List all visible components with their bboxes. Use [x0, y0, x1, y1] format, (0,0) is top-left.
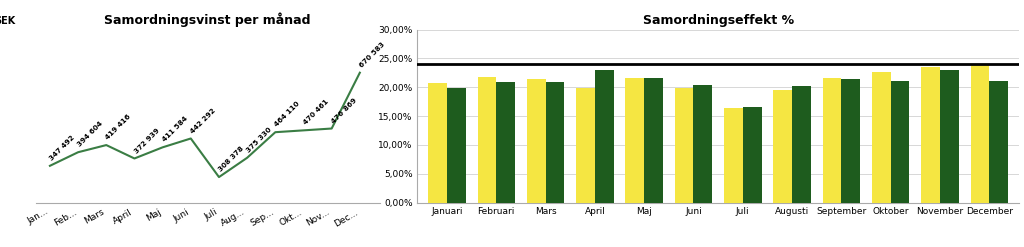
- Bar: [595, 70, 613, 203]
- Bar: [940, 70, 958, 203]
- Title: Samordningseffekt %: Samordningseffekt %: [643, 14, 794, 27]
- Bar: [773, 90, 793, 203]
- Bar: [922, 67, 940, 203]
- Text: SEK: SEK: [0, 16, 15, 26]
- Bar: [446, 88, 466, 203]
- Bar: [477, 77, 497, 203]
- Bar: [971, 65, 989, 203]
- Text: 308 378: 308 378: [217, 145, 245, 173]
- Bar: [626, 78, 644, 203]
- Text: 476 869: 476 869: [330, 97, 357, 124]
- Bar: [872, 72, 891, 203]
- Bar: [742, 107, 762, 203]
- Text: 464 110: 464 110: [273, 101, 301, 128]
- Bar: [793, 86, 811, 203]
- Text: 470 461: 470 461: [302, 99, 330, 126]
- Bar: [428, 83, 446, 203]
- Helårsmål: [440, 63, 453, 66]
- Legend: Samordningseffekt 2017, Samordningseffekt 2016, Helårsmål: Samordningseffekt 2017, Samordningseffek…: [507, 246, 930, 247]
- Bar: [693, 85, 713, 203]
- Text: 419 416: 419 416: [104, 114, 132, 141]
- Text: 372 939: 372 939: [133, 127, 161, 154]
- Bar: [822, 78, 842, 203]
- Text: 394 604: 394 604: [77, 121, 104, 148]
- Bar: [989, 81, 1008, 203]
- Text: 347 492: 347 492: [48, 134, 76, 162]
- Text: 375 330: 375 330: [246, 126, 273, 154]
- Bar: [675, 88, 693, 203]
- Text: 670 583: 670 583: [358, 41, 386, 68]
- Bar: [842, 79, 860, 203]
- Text: 411 584: 411 584: [161, 116, 188, 143]
- Bar: [891, 81, 909, 203]
- Bar: [546, 82, 564, 203]
- Bar: [577, 88, 595, 203]
- Bar: [644, 78, 663, 203]
- Text: 442 292: 442 292: [189, 107, 217, 134]
- Helårsmål: [490, 63, 503, 66]
- Bar: [526, 79, 546, 203]
- Title: Samordningsvinst per månad: Samordningsvinst per månad: [104, 13, 311, 27]
- Bar: [724, 108, 742, 203]
- Bar: [497, 82, 515, 203]
